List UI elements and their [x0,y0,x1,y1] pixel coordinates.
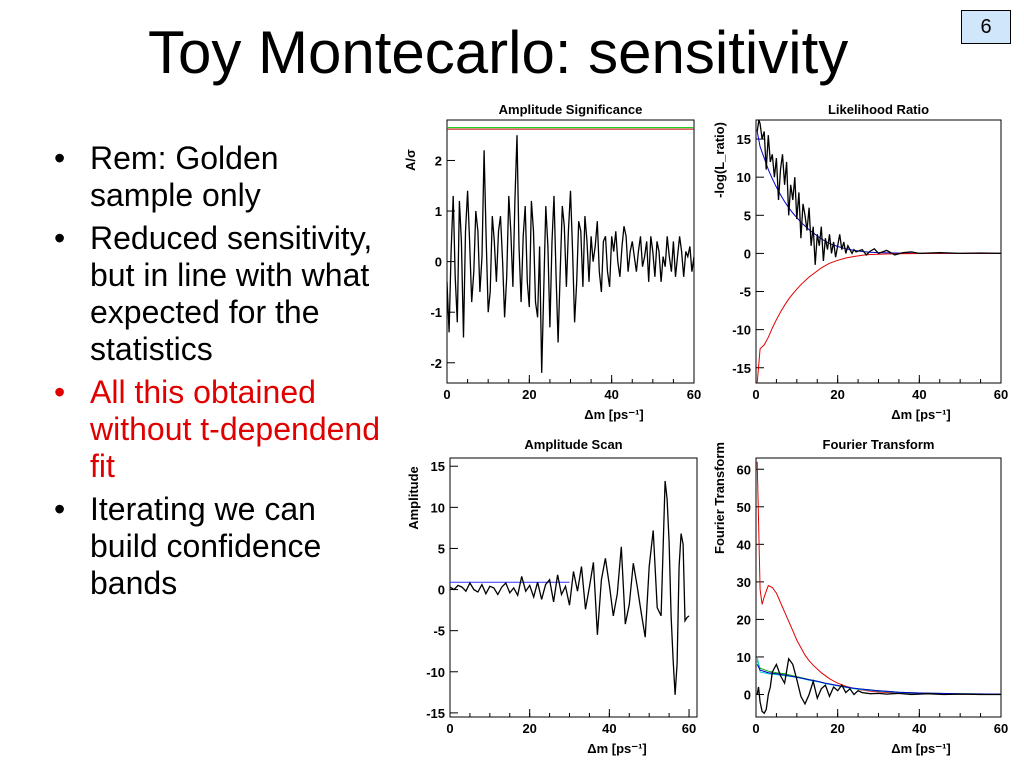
slide-title: Toy Montecarlo: sensitivity [148,19,849,86]
y-tick-label: 0 [435,255,442,270]
bullet-item: • Iterating we can build confidence bands [50,491,390,602]
y-tick-label: 5 [438,541,445,556]
bullet-item: • Reduced sensitivity, but in line with w… [50,220,390,368]
plot-frame [755,457,1002,718]
chart-title: Likelihood Ratio [828,102,929,117]
y-axis-label: A/σ [403,149,418,171]
series-line [756,657,1001,715]
y-tick-label: 10 [737,170,751,185]
y-tick-label: 30 [737,575,751,590]
y-tick-label: 50 [737,500,751,515]
series-line [756,131,1001,254]
x-tick-label: 60 [687,387,701,402]
series-line [450,480,690,695]
bullet-dot: • [54,140,66,176]
x-tick-label: 0 [443,387,450,402]
x-tick-label: 60 [994,721,1008,736]
x-tick-label: 20 [522,387,536,402]
y-tick-label: 20 [737,612,751,627]
plot-frame [755,119,1002,384]
chart-title: Amplitude Scan [524,437,622,452]
x-tick-label: 60 [994,387,1008,402]
y-tick-label: -5 [739,285,751,300]
y-axis-label: Fourier Transform [712,442,727,554]
bullet-text: Rem: Golden sample only [90,140,279,213]
bullet-text: Iterating we can build confidence bands [90,491,322,601]
x-tick-label: 0 [446,721,453,736]
x-axis-label: Δm [ps⁻¹] [891,407,951,422]
y-tick-label: -10 [426,665,445,680]
y-tick-label: -15 [426,706,445,721]
chart-title: Fourier Transform [823,437,935,452]
y-tick-label: 0 [438,583,445,598]
series-line [756,252,1001,383]
bullet-text: Reduced sensitivity, but in line with wh… [90,220,373,367]
x-axis-label: Δm [ps⁻¹] [587,741,647,756]
y-axis-label: Amplitude [406,466,421,530]
chart-3: Fourier Transform 0 20 40 60 0 10 20 30 40 50 60 Δm … [712,437,1008,756]
y-tick-label: -2 [430,356,442,371]
plot-frame [449,457,698,718]
x-tick-label: 40 [912,387,926,402]
y-tick-label: 10 [737,650,751,665]
chart-title: Amplitude Significance [499,102,643,117]
x-tick-label: 40 [604,387,618,402]
chart-0: Amplitude Significance 0 20 40 60 -2 -1 0 1 2 Δm [… [403,102,701,422]
y-tick-label: 40 [737,537,751,552]
y-tick-label: -10 [732,323,751,338]
x-tick-label: 60 [682,721,696,736]
x-axis-label: Δm [ps⁻¹] [584,407,644,422]
y-tick-label: 1 [435,204,442,219]
x-tick-label: 0 [752,387,759,402]
chart-2: Amplitude Scan 0 20 40 60 -15 -10 -5 0 5 10 15 Δm [p… [406,437,698,756]
x-tick-label: 0 [752,721,759,736]
bullet-item: • Rem: Golden sample only [50,140,390,214]
series-line [756,461,1001,695]
x-tick-label: 40 [602,721,616,736]
y-tick-label: 10 [431,500,445,515]
bullet-text: All this obtained without t-dependend fi… [90,374,380,484]
y-tick-label: 15 [737,132,751,147]
x-axis-label: Δm [ps⁻¹] [891,741,951,756]
series-line [447,135,694,373]
y-tick-label: -5 [433,624,445,639]
x-tick-label: 20 [522,721,536,736]
y-axis-label: -log(L_ratio) [712,122,727,198]
bullet-dot: • [54,491,66,527]
bullet-item: • All this obtained without t-dependend f… [50,374,390,485]
bullet-list: • Rem: Golden sample only • Reduced sensiti… [50,140,390,608]
x-tick-label: 40 [912,721,926,736]
y-tick-label: 0 [744,246,751,261]
y-tick-label: 5 [744,208,751,223]
page-number: 6 [961,10,1011,44]
x-tick-label: 20 [830,721,844,736]
x-tick-label: 20 [830,387,844,402]
y-tick-label: 0 [744,687,751,702]
series-line [756,664,1001,695]
series-line [756,120,1001,265]
y-tick-label: 2 [435,153,442,168]
bullet-dot: • [54,220,66,256]
y-tick-label: -15 [732,361,751,376]
bullet-dot: • [54,374,66,410]
y-tick-label: -1 [430,305,442,320]
y-tick-label: 15 [431,459,445,474]
y-tick-label: 60 [737,462,751,477]
chart-1: Likelihood Ratio 0 20 40 60 -15 -10 -5 0 5 10 15 Δm … [712,102,1008,422]
